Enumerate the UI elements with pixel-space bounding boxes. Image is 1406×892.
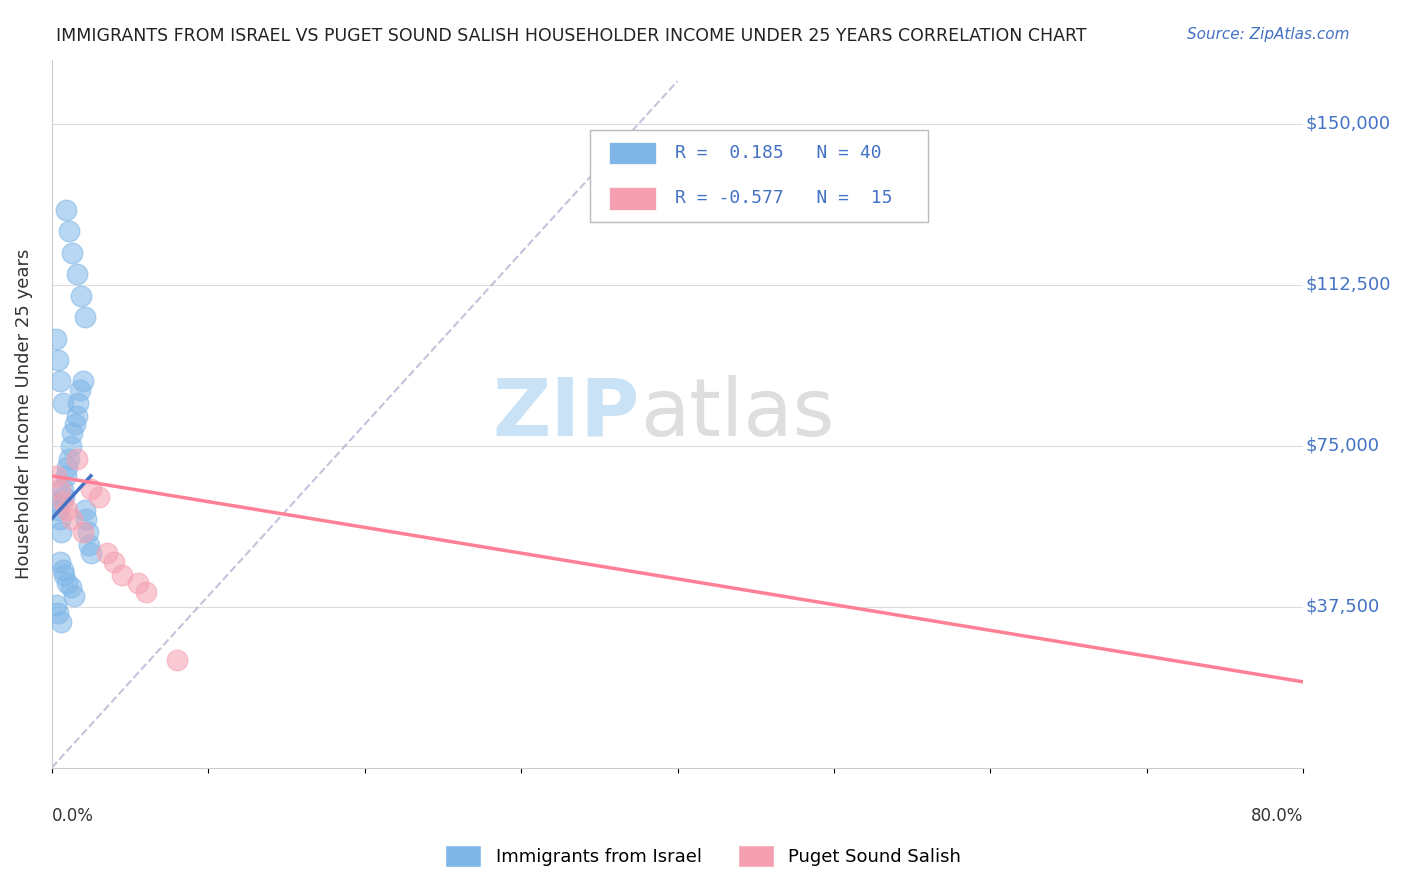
Point: [49, 615, 72, 629]
Point: [60, 512, 83, 526]
Point: [52, 396, 75, 410]
Point: [48, 512, 70, 526]
Point: [66, 451, 89, 466]
Point: [79, 537, 101, 551]
Point: [55, 468, 77, 483]
Bar: [609, 142, 657, 164]
Point: [59, 581, 82, 595]
Point: [72, 375, 94, 389]
Text: $37,500: $37,500: [1306, 598, 1381, 615]
Text: IMMIGRANTS FROM ISRAEL VS PUGET SOUND SALISH HOUSEHOLDER INCOME UNDER 25 YEARS C: IMMIGRANTS FROM ISRAEL VS PUGET SOUND SA…: [56, 27, 1087, 45]
Point: [72, 524, 94, 539]
Point: [62, 589, 84, 603]
Point: [48, 375, 70, 389]
Point: [45, 494, 67, 508]
Point: [75, 512, 97, 526]
Point: [56, 576, 79, 591]
Text: ZIP: ZIP: [492, 375, 640, 452]
Point: [46, 353, 69, 368]
Point: [45, 598, 67, 612]
Legend: Immigrants from Israel, Puget Sound Salish: Immigrants from Israel, Puget Sound Sali…: [437, 838, 969, 874]
Point: [52, 563, 75, 577]
Point: [66, 267, 89, 281]
Text: atlas: atlas: [640, 375, 834, 452]
Point: [48, 555, 70, 569]
Point: [80, 546, 103, 560]
Point: [73, 503, 96, 517]
Point: [46, 503, 69, 517]
Text: $150,000: $150,000: [1306, 115, 1391, 133]
Point: [58, 451, 80, 466]
Point: [46, 606, 69, 620]
Point: [52, 494, 75, 508]
Point: [60, 425, 83, 440]
Point: [56, 503, 79, 517]
Text: 80.0%: 80.0%: [1251, 806, 1303, 824]
Point: [127, 576, 149, 591]
Text: R =  0.185   N = 40: R = 0.185 N = 40: [675, 145, 882, 162]
Point: [56, 460, 79, 475]
Point: [58, 224, 80, 238]
Point: [67, 396, 90, 410]
Text: $75,000: $75,000: [1306, 437, 1379, 455]
Point: [73, 310, 96, 324]
Bar: [591, 130, 928, 222]
Point: [52, 482, 75, 496]
Point: [166, 653, 188, 667]
Point: [53, 491, 76, 505]
Point: [45, 332, 67, 346]
Point: [96, 546, 118, 560]
Text: 0.0%: 0.0%: [52, 806, 94, 824]
Point: [53, 567, 76, 582]
Bar: [609, 187, 657, 210]
Point: [45, 468, 67, 483]
Point: [69, 383, 91, 397]
Point: [87, 491, 110, 505]
Text: Source: ZipAtlas.com: Source: ZipAtlas.com: [1187, 27, 1350, 42]
Point: [60, 245, 83, 260]
Point: [66, 409, 89, 423]
Point: [63, 417, 86, 432]
Point: [103, 555, 125, 569]
Point: [55, 202, 77, 217]
Y-axis label: Householder Income Under 25 years: Householder Income Under 25 years: [15, 249, 32, 579]
Point: [49, 524, 72, 539]
Point: [70, 288, 93, 302]
Point: [111, 567, 134, 582]
Point: [76, 524, 98, 539]
Point: [48, 482, 70, 496]
Point: [80, 482, 103, 496]
Text: R = -0.577   N =  15: R = -0.577 N = 15: [675, 189, 893, 207]
Point: [59, 439, 82, 453]
Text: $112,500: $112,500: [1306, 276, 1392, 293]
Point: [135, 584, 157, 599]
